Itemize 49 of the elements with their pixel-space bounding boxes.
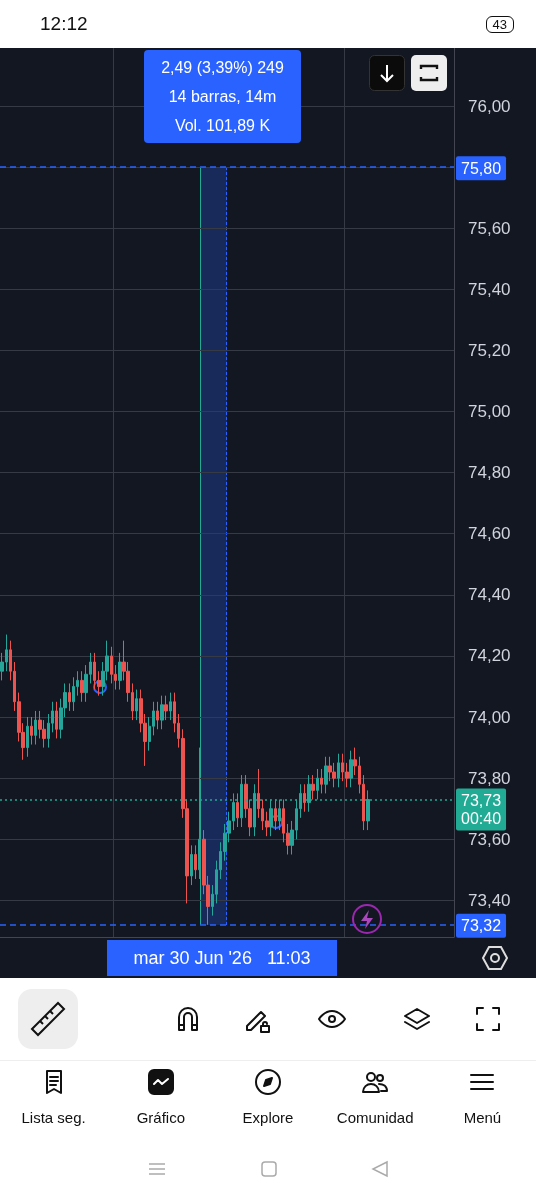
candlestick — [30, 716, 33, 746]
candlestick — [169, 692, 172, 721]
candlestick — [68, 682, 71, 712]
y-tick-label: 74,00 — [468, 707, 511, 727]
candlestick — [135, 689, 138, 721]
candlestick — [324, 756, 328, 794]
candlestick — [303, 783, 306, 813]
text: Gráfico — [136, 1109, 185, 1126]
candlestick — [80, 670, 84, 703]
y-tick-label: 74,60 — [468, 524, 511, 544]
candlestick — [34, 710, 37, 746]
y-tick-label: 73,40 — [468, 890, 511, 910]
candlestick — [274, 799, 277, 831]
y-tick-label: 76,00 — [468, 96, 511, 116]
annotation: 2,49 (3,39%) 249 — [160, 58, 285, 78]
y-tick-label: 75,00 — [468, 402, 511, 422]
annotation: Vol. 101,89 K — [173, 116, 272, 136]
text: Lista seg. — [21, 1109, 86, 1126]
ref-line-label: 73,73 00:40 — [461, 792, 502, 828]
text: mar 30 Jun '26 11:03 — [107, 940, 337, 976]
candlestick — [160, 695, 164, 730]
y-tick-label: 74,40 — [468, 585, 511, 605]
candlestick — [118, 652, 122, 691]
candlestick — [190, 844, 193, 886]
y-tick-label: 75,60 — [468, 218, 511, 238]
ref-line-label: 75,80 — [461, 159, 502, 177]
text: Explore — [242, 1109, 294, 1126]
candlestick — [164, 695, 168, 721]
candlestick — [236, 792, 239, 828]
candlestick — [26, 716, 29, 758]
text: 43 — [485, 15, 514, 33]
candlestick — [320, 768, 323, 794]
text: 12:12 — [40, 13, 88, 35]
text: Menú — [463, 1109, 502, 1126]
y-tick-label: 74,20 — [468, 646, 511, 666]
ref-line-label: 73,32 — [461, 917, 502, 935]
y-tick-label: 73,80 — [468, 768, 511, 788]
y-tick-label: 73,60 — [468, 829, 511, 849]
candlestick — [55, 701, 58, 739]
y-tick-label: 75,20 — [468, 340, 511, 360]
candlestick — [349, 750, 353, 788]
candlestick — [337, 753, 340, 788]
y-tick-label: 75,40 — [468, 279, 511, 299]
candlestick — [156, 701, 159, 730]
y-tick-label: 74,80 — [468, 463, 511, 483]
candlestick — [194, 844, 197, 880]
candlestick — [311, 774, 315, 801]
annotation: 14 barras, 14m — [167, 87, 278, 107]
text: Comunidad — [336, 1109, 414, 1126]
